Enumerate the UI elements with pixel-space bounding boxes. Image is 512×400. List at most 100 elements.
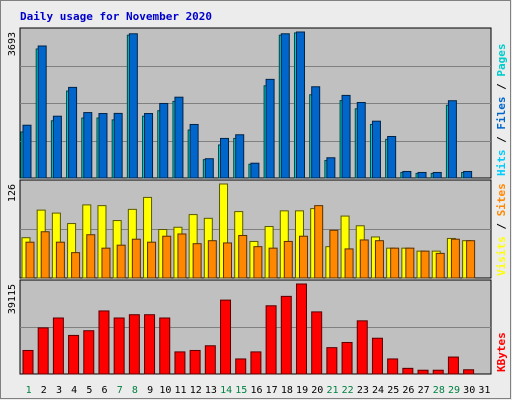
- legend-kbytes: KBytes: [495, 332, 508, 372]
- bar-files: [68, 86, 78, 179]
- bar-files: [280, 33, 290, 179]
- bar-files: [432, 171, 442, 179]
- bar-files: [22, 124, 32, 179]
- bar-files: [311, 86, 321, 179]
- bar-kbytes: [37, 327, 49, 375]
- bar-files: [387, 135, 397, 179]
- bar-files: [144, 113, 154, 179]
- day-label: 12: [190, 385, 202, 396]
- day-label: 26: [402, 385, 414, 396]
- bar-sites: [314, 205, 324, 279]
- day-label: 24: [372, 385, 384, 396]
- bar-kbytes: [447, 356, 459, 375]
- bar-files: [295, 31, 305, 179]
- day-label: 19: [296, 385, 308, 396]
- legend-label: Visits / Sites: [495, 183, 508, 276]
- bar-kbytes: [417, 369, 429, 375]
- bar-sites: [71, 252, 81, 279]
- day-label: 10: [159, 385, 171, 396]
- chart-panel-top: 3693 Hits / Files / Pages: [7, 27, 508, 179]
- bar-kbytes: [174, 351, 186, 375]
- day-label: 8: [132, 385, 138, 396]
- day-label: 30: [463, 385, 475, 396]
- chart-panel-bottom: 39115 KBytes: [7, 279, 508, 375]
- bar-sites: [298, 235, 308, 279]
- bar-files: [417, 171, 427, 179]
- bar-kbytes: [235, 358, 247, 375]
- day-label: 16: [250, 385, 262, 396]
- bar-sites: [466, 240, 476, 279]
- bar-sites: [450, 238, 460, 279]
- bar-kbytes: [144, 314, 156, 375]
- bar-files: [341, 94, 351, 179]
- bar-sites: [192, 243, 202, 279]
- bar-files: [326, 157, 336, 179]
- bar-files: [52, 115, 62, 179]
- day-label: 21: [326, 385, 338, 396]
- bar-files: [250, 162, 260, 179]
- day-label: 20: [311, 385, 323, 396]
- bar-kbytes: [463, 369, 475, 375]
- bar-sites: [162, 235, 172, 279]
- day-label: 11: [175, 385, 187, 396]
- bar-kbytes: [250, 351, 262, 375]
- bar-sites: [207, 240, 217, 279]
- bar-kbytes: [113, 317, 125, 375]
- legend-separator: /: [495, 216, 508, 236]
- max-value-label: 126: [7, 184, 18, 202]
- day-label: 29: [448, 385, 460, 396]
- bar-kbytes: [387, 358, 399, 375]
- day-label: 5: [86, 385, 92, 396]
- bar-kbytes: [68, 334, 80, 375]
- bar-kbytes: [280, 295, 292, 375]
- day-label: 27: [418, 385, 430, 396]
- legend-label: KBytes: [495, 332, 508, 372]
- day-label: 15: [235, 385, 247, 396]
- bar-sites: [147, 241, 157, 279]
- bar-kbytes: [52, 317, 64, 375]
- day-label: 1: [26, 385, 32, 396]
- bar-kbytes: [98, 310, 110, 375]
- bar-sites: [177, 233, 187, 279]
- bar-sites: [405, 247, 415, 279]
- bar-sites: [116, 244, 126, 279]
- bar-sites: [283, 240, 293, 279]
- bar-kbytes: [311, 311, 323, 375]
- bar-files: [235, 134, 245, 179]
- bar-kbytes: [189, 349, 201, 375]
- bar-kbytes: [159, 317, 171, 375]
- bar-files: [204, 158, 214, 179]
- bar-sites: [420, 250, 430, 279]
- bar-sites: [268, 247, 278, 279]
- bar-kbytes: [402, 367, 414, 375]
- bar-files: [265, 78, 275, 179]
- day-label: 31: [478, 385, 490, 396]
- day-label: 6: [102, 385, 108, 396]
- day-label: 23: [357, 385, 369, 396]
- bar-sites: [253, 246, 263, 279]
- bar-kbytes: [265, 305, 277, 375]
- day-label: 3: [56, 385, 62, 396]
- bar-files: [98, 113, 108, 179]
- bar-sites: [390, 247, 400, 279]
- bar-sites: [359, 239, 369, 279]
- legend-separator: /: [495, 130, 508, 150]
- day-label: 14: [220, 385, 232, 396]
- bar-sites: [223, 242, 233, 279]
- day-label: 7: [117, 385, 123, 396]
- bar-sites: [374, 240, 384, 279]
- legend-files: Files: [495, 97, 508, 130]
- day-label: 13: [205, 385, 217, 396]
- bar-files: [113, 112, 123, 179]
- bar-kbytes: [204, 345, 216, 375]
- bar-files: [356, 101, 366, 179]
- bar-kbytes: [22, 349, 34, 375]
- bar-kbytes: [220, 299, 232, 375]
- bar-files: [371, 120, 381, 179]
- bar-files: [83, 112, 93, 179]
- chart-title: Daily usage for November 2020: [20, 10, 212, 23]
- day-label: 28: [433, 385, 445, 396]
- bar-kbytes: [83, 330, 95, 375]
- bar-kbytes: [295, 283, 307, 375]
